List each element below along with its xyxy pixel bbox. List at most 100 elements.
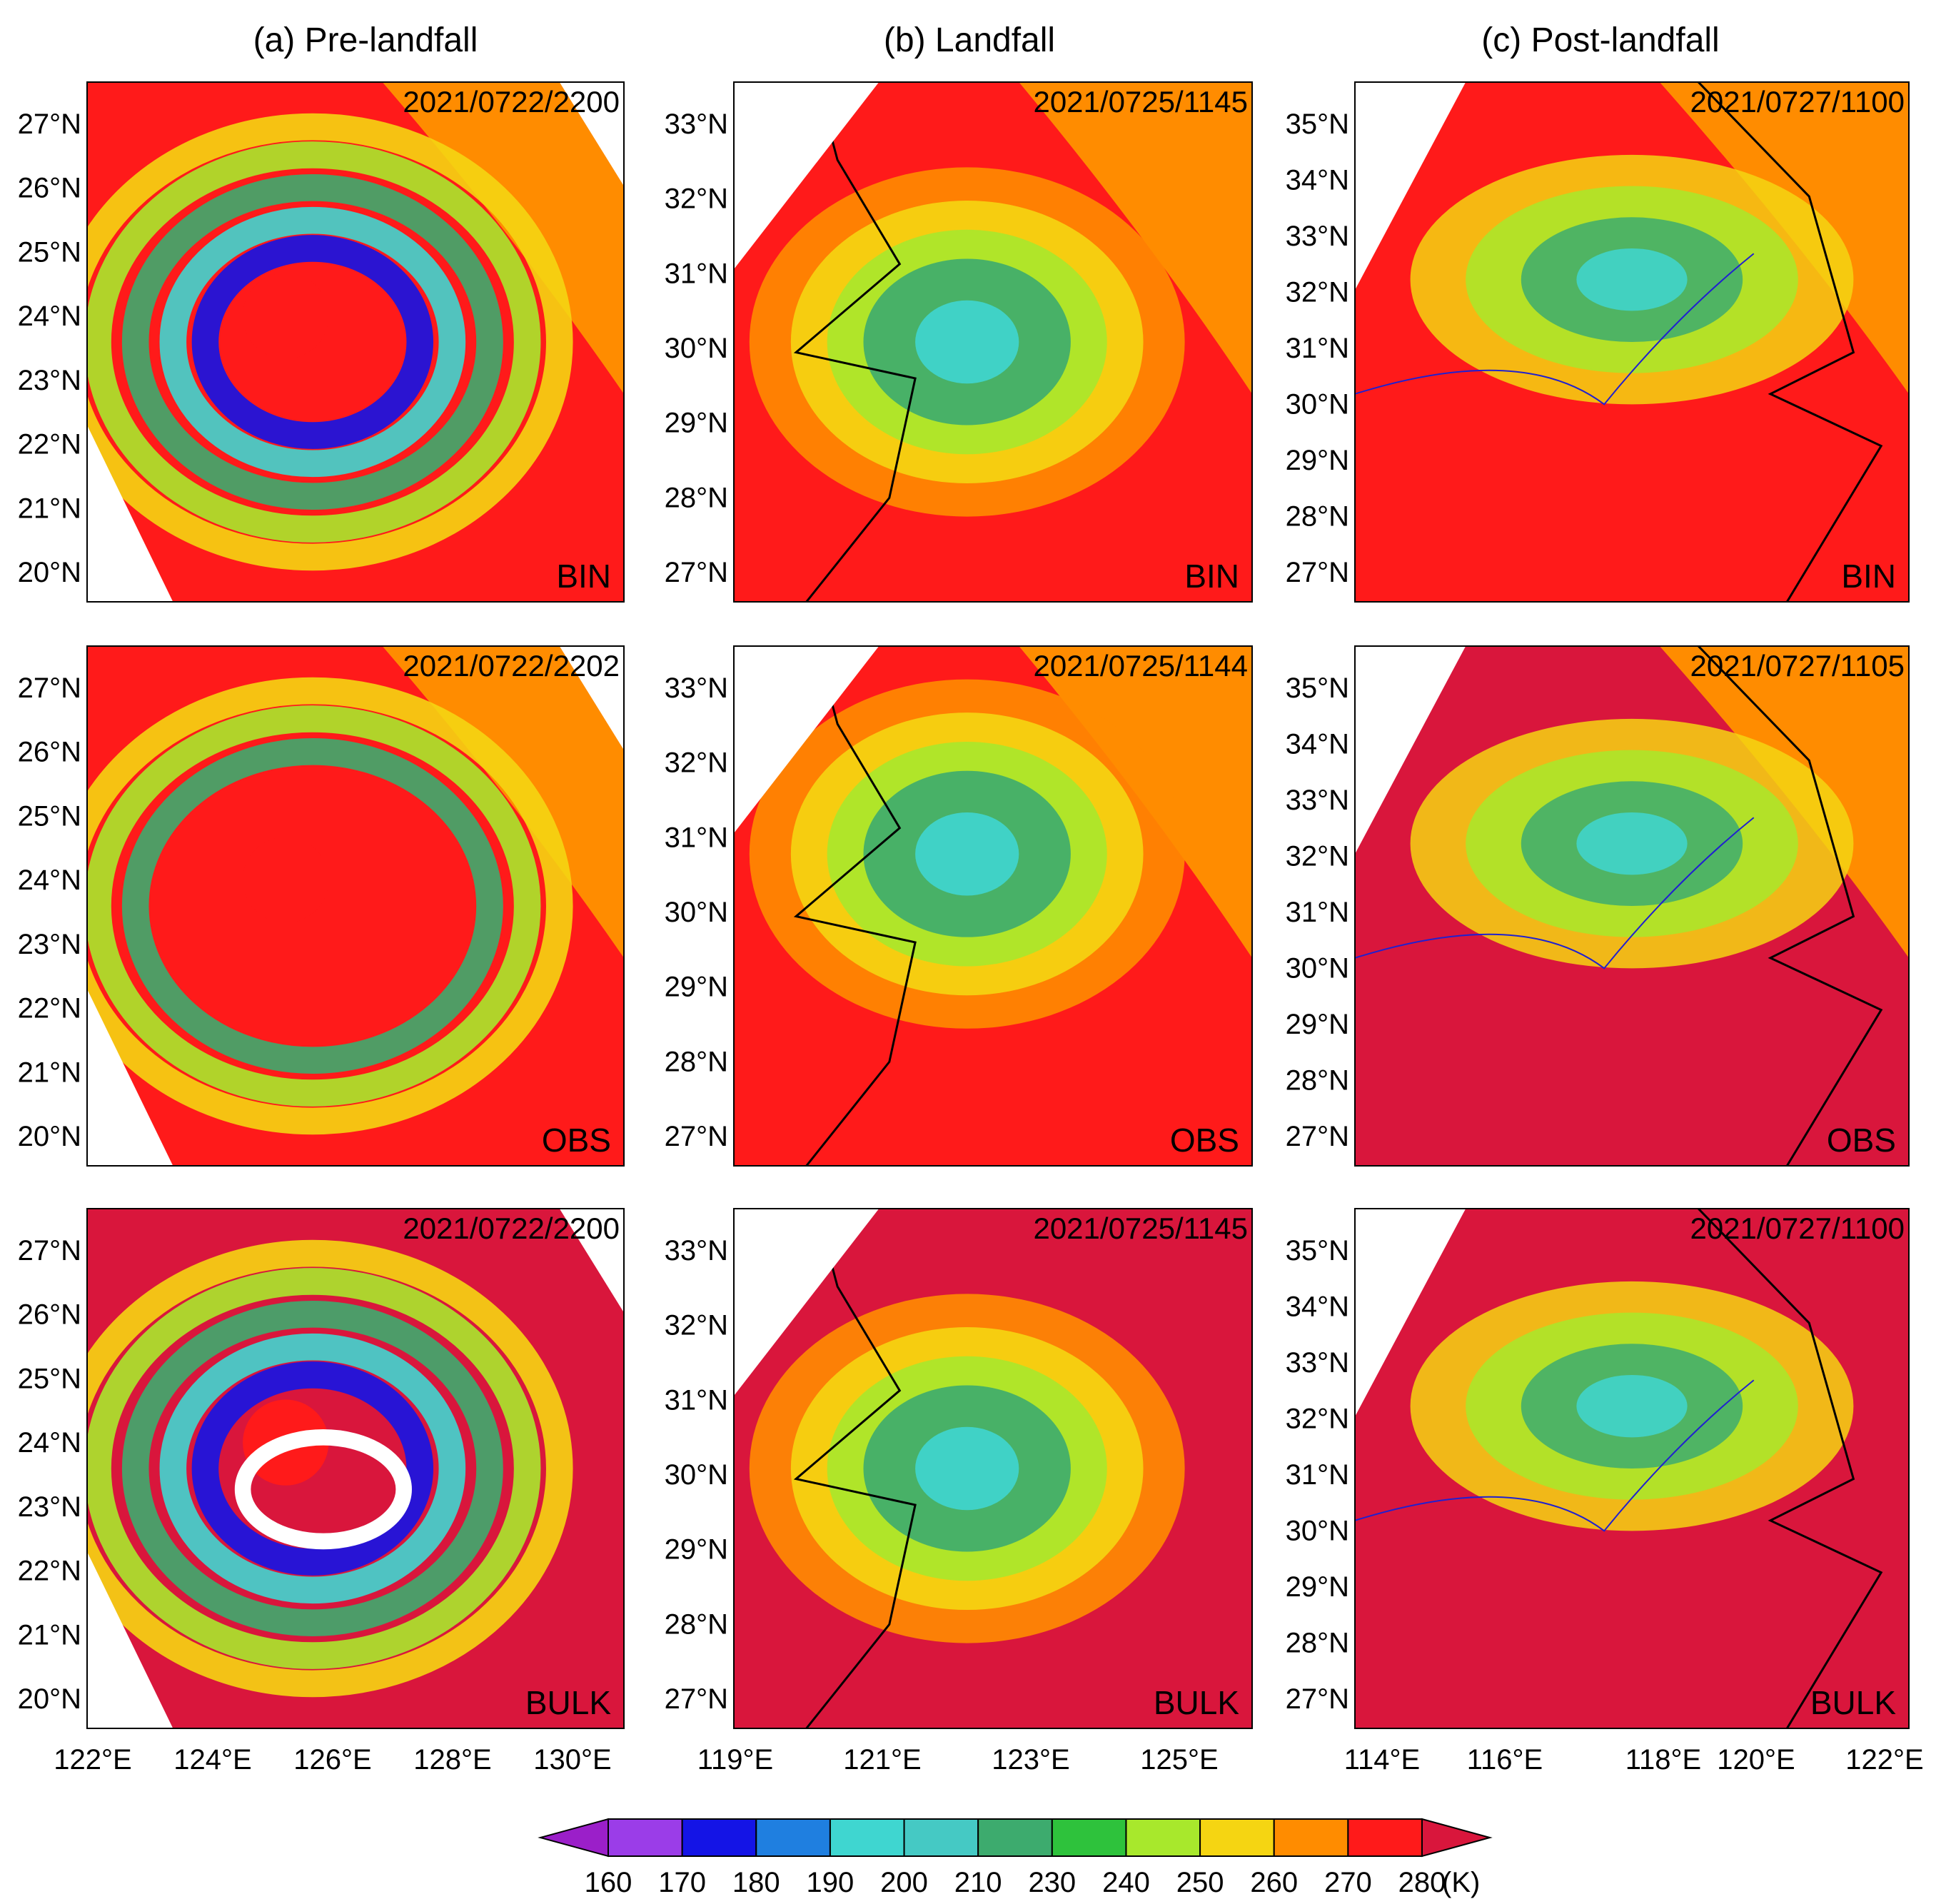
coastline [1698, 1209, 1883, 1728]
lat-label: 30°N [665, 1459, 728, 1491]
no-data-region [734, 1209, 879, 1396]
lat-label: 23°N [18, 1491, 81, 1523]
lat-label: 31°N [1286, 1459, 1349, 1491]
map-panel: 2021/0727/1105 OBS 35°N 34°N 33°N 32°N 31°N 30°… [1286, 645, 1910, 1167]
lat-label: 33°N [665, 109, 728, 140]
cloud-band [1576, 248, 1688, 311]
lat-label: 31°N [665, 822, 728, 853]
lon-label: 124°E [173, 1744, 251, 1775]
no-data-region [734, 82, 879, 270]
colorbar-segment [755, 1818, 831, 1857]
lat-label: 27°N [18, 109, 81, 140]
lat-label: 25°N [18, 1363, 81, 1394]
lat-label: 22°N [18, 1556, 81, 1587]
colorbar-segment [903, 1818, 979, 1857]
lat-label: 26°N [18, 737, 81, 768]
river [1355, 1379, 1755, 1532]
cloud-band [121, 173, 503, 510]
lat-label: 22°N [18, 993, 81, 1024]
colorbar-segment [1347, 1818, 1423, 1857]
lat-label: 32°N [665, 1310, 728, 1341]
colorbar-tick-label: 260 [1250, 1867, 1298, 1898]
lat-label: 28°N [1286, 501, 1349, 533]
lat-label: 35°N [1286, 673, 1349, 704]
lon-label: 123°E [992, 1744, 1069, 1775]
lat-label: 28°N [665, 1608, 728, 1640]
lat-label: 31°N [1286, 897, 1349, 928]
map-panel: 2021/0722/2200 BIN 27°N 26°N 25°N 24°N 23°N 22°… [18, 81, 625, 603]
colorbar-segment [1051, 1818, 1127, 1857]
panel-grid: 2021/0722/2200 BIN 27°N 26°N 25°N 24°N 23°N 22°… [18, 81, 1910, 1729]
eyewall-coldest [234, 1429, 412, 1550]
colorbar-tick-label: 210 [954, 1867, 1002, 1898]
panel-frame [86, 81, 625, 603]
lat-label: 21°N [18, 1057, 81, 1088]
colorbar-segment [829, 1818, 905, 1857]
colorbar-tick-label: 250 [1176, 1867, 1224, 1898]
coastline [1698, 82, 1883, 602]
cloud-band [121, 1300, 503, 1637]
colorbar-high-arrow [1421, 1818, 1493, 1858]
cloud-band [915, 1426, 1019, 1511]
coastline [793, 1209, 917, 1728]
warm-cloud-region [382, 82, 624, 394]
cloud-band [915, 812, 1019, 896]
lat-label: 33°N [1286, 221, 1349, 252]
panel-timestamp: 2021/0722/2200 [403, 85, 620, 119]
lat-label: 26°N [18, 173, 81, 204]
lat-label: 24°N [18, 1427, 81, 1459]
lon-label: 119°E [697, 1744, 773, 1775]
colorbar-segment [1199, 1818, 1275, 1857]
cloud-band [87, 705, 541, 1107]
lat-label: 29°N [665, 1534, 728, 1566]
cloud-band [121, 737, 503, 1074]
lat-label: 20°N [18, 1683, 81, 1715]
lat-label: 24°N [18, 865, 81, 896]
colorbar-tick-label: 240 [1102, 1867, 1150, 1898]
lat-label: 23°N [18, 929, 81, 960]
panel-frame [733, 1208, 1253, 1729]
lat-label: 32°N [665, 183, 728, 215]
lon-label: 114°E [1344, 1744, 1420, 1775]
lat-label: 28°N [665, 1046, 728, 1077]
no-data-region [1355, 82, 1466, 291]
map-panel: 2021/0722/2200 BULK 27°N 26°N 25°N 24°N 23°N 22… [18, 1208, 625, 1729]
lat-label: 35°N [1286, 1235, 1349, 1266]
warm-cloud-region [1659, 646, 1909, 958]
lat-label: 29°N [665, 972, 728, 1003]
colorbar-tick-label: 230 [1028, 1867, 1076, 1898]
lat-label: 29°N [665, 408, 728, 439]
lon-axis-col-b: 119°E 121°E 123°E 125°E [697, 1744, 1219, 1775]
lat-label: 34°N [1286, 1291, 1349, 1323]
typhoon-eye [243, 837, 329, 923]
colorbar-tick-label: 180 [732, 1867, 780, 1898]
panel-frame [1354, 1208, 1910, 1729]
panel-timestamp: 2021/0727/1100 [1690, 85, 1905, 119]
lon-label: 118°E [1625, 1744, 1701, 1775]
lat-label: 31°N [1286, 333, 1349, 364]
lat-label: 30°N [1286, 1516, 1349, 1547]
lat-label: 26°N [18, 1299, 81, 1331]
lon-label: 120°E [1717, 1744, 1795, 1775]
panel-experiment-label: OBS [1170, 1122, 1239, 1159]
lat-label: 24°N [18, 301, 81, 332]
panel-experiment-label: OBS [1827, 1122, 1896, 1159]
lat-label: 35°N [1286, 109, 1349, 140]
panel-timestamp: 2021/0725/1144 [1033, 649, 1248, 682]
lat-label: 32°N [1286, 277, 1349, 308]
map-panel: 2021/0722/2202 OBS 27°N 26°N 25°N 24°N 23°N 22°… [18, 645, 625, 1167]
coastline [793, 646, 917, 1166]
lat-label: 33°N [1286, 1347, 1349, 1379]
lat-label: 31°N [665, 258, 728, 289]
lat-label: 29°N [1286, 1571, 1349, 1603]
lon-label: 116°E [1467, 1744, 1543, 1775]
cloud-band [87, 1239, 573, 1698]
lat-label: 21°N [18, 1619, 81, 1651]
panel-experiment-label: BIN [556, 558, 611, 595]
cloud-band [191, 1361, 434, 1576]
colorbar-unit: (K) [1442, 1867, 1480, 1898]
lon-label: 121°E [843, 1744, 921, 1775]
map-panel: 2021/0725/1145 BIN 33°N 32°N 31°N 30°N 29°N 28°… [665, 81, 1253, 603]
colorbar-tick-label: 280 [1398, 1867, 1446, 1898]
typhoon-eye [243, 273, 329, 359]
